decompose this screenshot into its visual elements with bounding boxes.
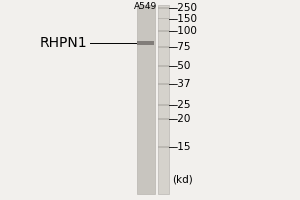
Bar xyxy=(158,104,169,106)
Text: RHPN1: RHPN1 xyxy=(39,36,87,50)
Bar xyxy=(137,41,154,45)
Bar xyxy=(158,7,169,9)
Bar xyxy=(158,83,169,85)
Bar xyxy=(136,5,154,194)
Text: A549: A549 xyxy=(134,2,157,11)
Text: –25: –25 xyxy=(172,100,191,110)
Bar xyxy=(158,65,169,67)
Text: (kd): (kd) xyxy=(172,174,193,184)
Text: –75: –75 xyxy=(172,42,191,52)
Bar xyxy=(158,118,169,120)
Bar xyxy=(158,18,169,19)
Text: –37: –37 xyxy=(172,79,191,89)
Bar xyxy=(158,146,169,148)
Text: –50: –50 xyxy=(172,61,191,71)
Text: –15: –15 xyxy=(172,142,191,152)
Bar xyxy=(158,30,169,32)
Text: –20: –20 xyxy=(172,114,191,124)
Text: –150: –150 xyxy=(172,14,197,24)
Text: –250: –250 xyxy=(172,3,197,13)
Bar xyxy=(158,46,169,48)
Text: –100: –100 xyxy=(172,26,197,36)
Bar xyxy=(158,5,169,194)
